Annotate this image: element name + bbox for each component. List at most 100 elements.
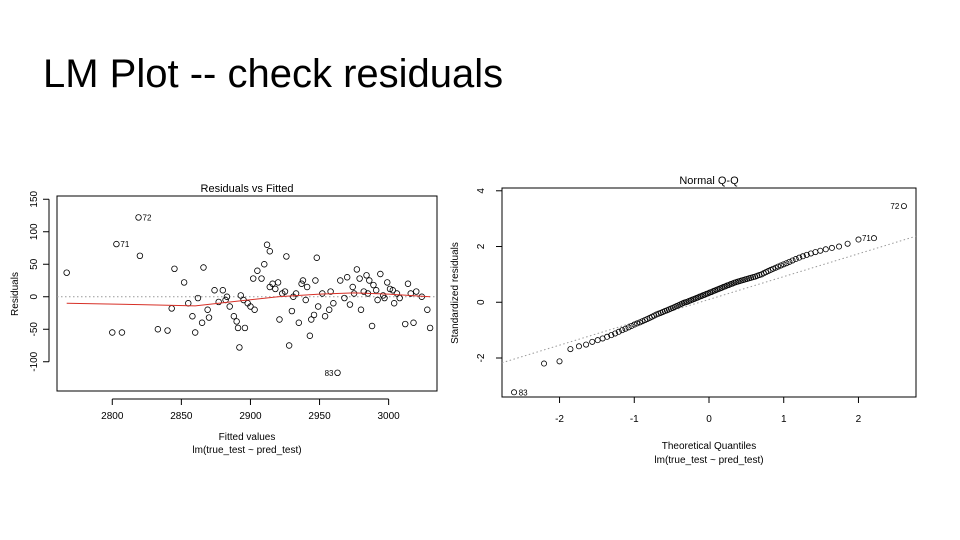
rvf-data-point	[303, 283, 311, 291]
rvf-y-tick-label: -100	[29, 351, 40, 371]
qq-x-tick-label: 1	[781, 414, 787, 425]
qq-data-point	[567, 346, 574, 353]
qq-y-tick-label: 4	[476, 188, 487, 194]
rvf-data-point	[215, 298, 222, 306]
rvf-data-point	[330, 300, 337, 307]
qq-data-point	[796, 254, 803, 261]
rvf-data-point	[314, 303, 322, 310]
rvf-data-point	[360, 288, 367, 295]
rvf-data-point	[295, 319, 303, 326]
rvf-data-point	[298, 280, 305, 287]
qq-data-point	[803, 251, 810, 258]
rvf-x-tick-label: 2950	[308, 411, 331, 422]
rvf-data-point	[337, 277, 344, 284]
rvf-data-point	[230, 313, 238, 320]
rvf-data-point	[424, 306, 431, 313]
rvf-x-tick-label: 3000	[378, 411, 401, 422]
rvf-data-point	[308, 316, 315, 323]
qq-data-point	[628, 322, 635, 329]
qq-y-tick-label: 2	[476, 243, 487, 249]
qq-data-point	[589, 338, 596, 345]
rvf-data-point	[204, 306, 211, 313]
rvf-data-point	[236, 344, 243, 351]
rvf-data-point	[241, 324, 249, 332]
residuals-vs-fitted-chart: Residuals vs Fitted Fitted values lm(tru…	[10, 183, 438, 456]
rvf-data-point	[274, 279, 282, 286]
rvf-data-point	[285, 342, 293, 349]
qq-data-point	[777, 262, 784, 269]
rvf-data-point	[288, 307, 296, 315]
rvf-smooth-line	[66, 292, 431, 307]
rvf-data-point	[276, 316, 283, 323]
qq-data-point	[775, 263, 782, 270]
qq-y-axis: -2 0 2 4	[476, 188, 502, 362]
qq-data-point	[541, 360, 548, 367]
qq-data-point	[511, 389, 518, 396]
rvf-xlabel: Fitted values	[219, 432, 276, 443]
rvf-x-axis: 2800 2850 2900 2950 3000	[101, 398, 401, 422]
qq-data-point	[625, 324, 632, 331]
rvf-point-label: 72	[143, 213, 152, 222]
rvf-data-point	[136, 252, 144, 259]
qq-reference-line	[501, 235, 917, 364]
qq-title: Normal Q-Q	[679, 175, 739, 187]
qq-data-point	[799, 253, 806, 260]
rvf-data-point	[194, 294, 202, 302]
qq-data-point	[556, 358, 563, 365]
qq-data-point	[817, 247, 824, 254]
rvf-data-point	[211, 287, 218, 294]
rvf-data-point	[200, 264, 207, 271]
rvf-data-point	[223, 293, 231, 300]
rvf-plot-frame	[56, 195, 438, 392]
rvf-data-point	[404, 280, 412, 287]
rvf-data-point	[258, 275, 265, 282]
qq-plot-area: 72 71 83	[501, 202, 917, 397]
rvf-data-point	[326, 306, 333, 313]
rvf-title: Residuals vs Fitted	[201, 183, 294, 195]
qq-data-point	[604, 333, 611, 340]
rvf-data-point	[63, 269, 70, 276]
rvf-data-point	[313, 254, 320, 261]
rvf-data-point	[402, 320, 409, 328]
rvf-data-point	[349, 283, 356, 291]
rvf-data-point	[312, 277, 319, 284]
rvf-data-point	[154, 326, 162, 333]
rvf-data-point	[219, 287, 227, 294]
qq-data-point	[631, 321, 638, 328]
qq-xlabel: Theoretical Quantiles	[662, 441, 757, 452]
rvf-data-point	[237, 292, 244, 299]
rvf-data-point	[384, 279, 391, 286]
rvf-plot-area: 72 71 83	[57, 213, 437, 378]
qq-data-point	[822, 246, 829, 253]
qq-data-point	[789, 257, 796, 264]
qq-data-point	[780, 261, 787, 268]
qq-data-point	[583, 341, 590, 348]
rvf-data-point	[254, 267, 261, 274]
rvf-data-point	[377, 270, 384, 278]
qq-x-tick-label: -2	[555, 414, 564, 425]
rvf-data-point	[233, 318, 240, 325]
qq-data-point	[844, 240, 851, 247]
rvf-data-point	[357, 306, 365, 313]
rvf-data-point	[306, 332, 314, 339]
rvf-data-point	[109, 329, 116, 336]
rvf-data-point	[299, 277, 307, 284]
rvf-y-tick-label: 150	[29, 190, 40, 207]
rvf-data-point	[410, 319, 417, 326]
rvf-data-point	[413, 288, 420, 295]
qq-x-tick-label: 0	[706, 414, 712, 425]
rvf-data-point	[356, 275, 363, 282]
rvf-data-point	[366, 277, 373, 284]
rvf-data-point	[353, 266, 361, 273]
rvf-x-tick-label: 2850	[170, 411, 193, 422]
qq-data-point	[575, 343, 582, 350]
rvf-data-point	[374, 296, 381, 304]
qq-data-point	[855, 236, 862, 243]
rvf-data-point	[302, 296, 309, 304]
qq-data-point	[634, 320, 641, 327]
rvf-data-point	[350, 290, 358, 297]
qq-data-point	[870, 235, 877, 242]
qq-x-tick-label: 2	[856, 414, 862, 425]
